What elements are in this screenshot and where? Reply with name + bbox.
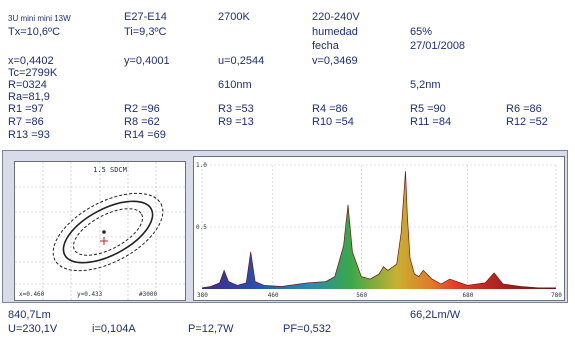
ri-value: R9 =13	[218, 116, 254, 128]
luminous-flux: 840,7Lm	[8, 309, 51, 321]
chromaticity-plot: 1.5 SDCM x=0.460 y=0.433 #3000	[14, 161, 186, 301]
chromaticity-x: x=0,4402	[8, 55, 54, 67]
x-tick-label: 380	[197, 292, 208, 299]
chromaticity-svg: 1.5 SDCM x=0.460 y=0.433 #3000	[15, 162, 185, 300]
spectrum-svg: 1.0 0.5 380 460 560 680 780	[196, 162, 562, 299]
graph-panel: 1.5 SDCM x=0.460 y=0.433 #3000	[2, 150, 568, 303]
ri-value: R10 =54	[312, 116, 354, 128]
spectrum-series-area	[202, 171, 556, 289]
measured-power: P=12,7W	[188, 323, 234, 335]
peak-wavelength: 610nm	[218, 79, 252, 91]
measured-voltage: U=230,1V	[8, 323, 58, 335]
x-tick-label: 780	[551, 292, 562, 299]
spectrum-series-line	[201, 171, 556, 289]
ri-value: R7 =86	[8, 116, 44, 128]
lamp-model: 3U mini mini 13W	[8, 14, 71, 23]
humidity-label: humedad	[312, 26, 358, 38]
ri-value: R14 =69	[124, 129, 166, 141]
color-temperature: 2700K	[218, 11, 250, 23]
ri-value: R5 =90	[410, 103, 446, 115]
inner-macadam-ellipse	[73, 208, 143, 256]
x-tick-label: 560	[356, 292, 367, 299]
ri-value: R6 =86	[506, 103, 542, 115]
temperature-i: Ti=9,3ºC	[124, 26, 167, 38]
macadam-ellipse	[62, 200, 154, 264]
chromaticity-grid	[15, 162, 185, 300]
x-tick-label: 680	[463, 292, 474, 299]
ri-value: R8 =62	[124, 116, 160, 128]
ri-value: R13 =93	[8, 129, 50, 141]
plot-y-readout: y=0.433	[77, 291, 103, 298]
bandwidth: 5,2nm	[410, 79, 441, 91]
x-tick-label: 460	[268, 292, 279, 299]
chromaticity-u: u=0,2544	[218, 55, 265, 67]
ratio-r: R=0324	[8, 79, 47, 91]
ri-value: R4 =86	[312, 103, 348, 115]
y-tick-label: 0.5	[196, 224, 207, 231]
y-tick-label: 1.0	[196, 162, 207, 169]
sdcm-title: 1.5 SDCM	[93, 166, 127, 174]
spectrum-grid	[201, 164, 557, 289]
measured-current: i=0,104A	[92, 323, 136, 335]
luminous-efficacy: 66,2Lm/W	[410, 309, 461, 321]
date-value: 27/01/2008	[410, 40, 466, 52]
temperature-x: Tx=10,6ºC	[8, 26, 61, 38]
socket-type: E27-E14	[124, 11, 167, 23]
chromaticity-y: y=0,4001	[124, 55, 170, 67]
power-factor: PF=0,532	[283, 323, 332, 335]
chromaticity-v: v=0,3469	[312, 55, 358, 67]
ri-value: R3 =53	[218, 103, 254, 115]
spectrum-chart: 1.0 0.5 380 460 560 680 780	[193, 156, 565, 301]
color-rendering-index: Ra=81,9	[8, 91, 50, 103]
humidity-value: 65%	[410, 26, 433, 38]
plot-x-readout: x=0.460	[19, 291, 45, 298]
plot-k-readout: #3000	[139, 291, 157, 298]
ri-value: R2 =96	[124, 103, 160, 115]
ri-value: R12 =52	[506, 116, 548, 128]
date-label: fecha	[312, 40, 339, 52]
ri-value: R1 =97	[8, 103, 44, 115]
voltage-range: 220-240V	[312, 11, 360, 23]
measured-point-marker	[102, 230, 106, 234]
outer-macadam-ellipse	[52, 192, 164, 272]
ri-value: R11 =84	[410, 116, 452, 128]
correlated-temperature: Tc=2799K	[8, 67, 58, 79]
